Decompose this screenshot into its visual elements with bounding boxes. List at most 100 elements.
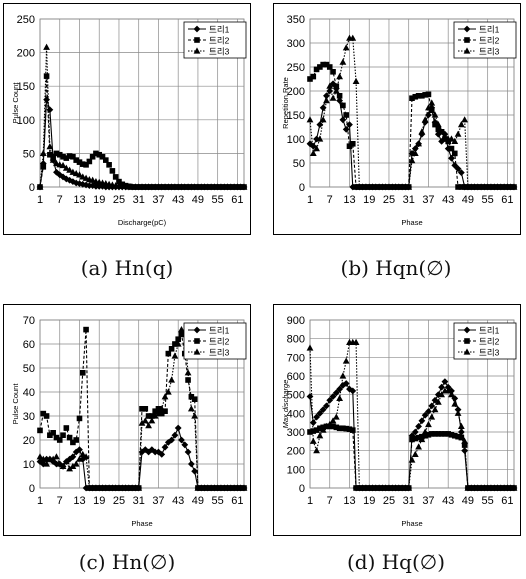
data-point bbox=[409, 436, 415, 443]
data-point bbox=[96, 151, 103, 158]
x-tick-label: 13 bbox=[73, 194, 85, 206]
data-point bbox=[326, 420, 334, 428]
x-tick-label: 61 bbox=[231, 194, 243, 206]
data-point bbox=[346, 385, 353, 393]
data-point bbox=[448, 391, 455, 398]
legend-label: 트리2 bbox=[479, 36, 500, 46]
data-point bbox=[62, 164, 70, 171]
x-tick-label: 43 bbox=[172, 495, 184, 507]
caption-d: (d) Hq(∅) bbox=[346, 550, 446, 574]
y-tick-label: 10 bbox=[23, 459, 35, 471]
legend-label: 트리3 bbox=[479, 348, 500, 358]
data-point bbox=[415, 140, 422, 147]
data-point bbox=[72, 179, 80, 187]
data-point bbox=[47, 151, 53, 158]
series-line bbox=[309, 64, 514, 188]
data-point bbox=[353, 485, 359, 491]
legend-marker bbox=[194, 338, 200, 344]
data-point bbox=[336, 97, 344, 104]
data-point bbox=[306, 344, 314, 351]
data-point bbox=[419, 93, 425, 99]
data-point bbox=[432, 121, 438, 128]
x-tick-label: 7 bbox=[57, 194, 63, 206]
data-point bbox=[116, 178, 122, 185]
data-point bbox=[346, 121, 353, 128]
data-point bbox=[158, 405, 166, 412]
legend-label: 트리3 bbox=[209, 47, 230, 57]
data-point bbox=[76, 446, 83, 453]
data-point bbox=[191, 467, 199, 475]
data-point bbox=[76, 455, 83, 462]
y-tick-label: 700 bbox=[287, 352, 305, 364]
data-point bbox=[60, 153, 66, 160]
data-point bbox=[187, 405, 195, 412]
x-tick-label: 13 bbox=[343, 194, 355, 206]
data-point bbox=[457, 169, 465, 176]
series-3 bbox=[36, 326, 248, 491]
y-tick-label: 800 bbox=[287, 334, 305, 346]
data-point bbox=[323, 402, 330, 410]
data-point bbox=[148, 417, 156, 424]
y-tick-label: 350 bbox=[287, 14, 305, 26]
data-point bbox=[339, 58, 347, 65]
data-point bbox=[411, 428, 419, 436]
data-point bbox=[408, 157, 416, 164]
x-tick-label: 19 bbox=[363, 194, 375, 206]
data-point bbox=[39, 160, 47, 167]
data-point bbox=[168, 376, 176, 383]
chart-panel-c: 0 10 20 30 40 50 60 70 1 7 13 19 25 31 37 43 49 55 61 Pulse… bbox=[3, 304, 251, 536]
legend-label: 트리1 bbox=[479, 326, 500, 336]
x-axis-label: Phase bbox=[401, 218, 422, 227]
x-tick-label: 43 bbox=[172, 194, 184, 206]
x-tick-label: 49 bbox=[462, 194, 474, 206]
legend-label: 트리3 bbox=[479, 47, 500, 57]
data-point bbox=[313, 447, 320, 454]
data-point bbox=[461, 437, 469, 444]
data-point bbox=[428, 413, 436, 420]
data-point bbox=[83, 326, 89, 333]
data-point bbox=[435, 126, 442, 133]
data-point bbox=[309, 142, 317, 150]
chart-panel-a: 0 50 100 150 200 250 1 7 13 19 25 31 37 43 49 55 61 Pulse… bbox=[3, 3, 251, 235]
x-tick-label: 31 bbox=[133, 194, 145, 206]
y-tick-label: 600 bbox=[287, 371, 305, 383]
data-point bbox=[63, 425, 70, 431]
data-point bbox=[39, 455, 47, 462]
y-tick-label: 60 bbox=[23, 339, 35, 351]
data-point bbox=[152, 408, 158, 414]
y-tick-label: 30 bbox=[23, 411, 35, 423]
data-point bbox=[317, 425, 323, 432]
chart-c: 0 10 20 30 40 50 60 70 1 7 13 19 25 31 37 43 49 55 61 Pulse… bbox=[11, 315, 248, 528]
data-point bbox=[422, 92, 428, 98]
y-tick-label: 20 bbox=[23, 435, 35, 447]
data-point bbox=[415, 443, 422, 450]
data-point bbox=[431, 406, 439, 413]
data-point bbox=[79, 161, 86, 167]
data-point bbox=[142, 406, 149, 412]
data-point bbox=[444, 383, 452, 391]
data-point bbox=[336, 73, 344, 80]
data-point bbox=[343, 112, 349, 118]
data-point bbox=[39, 149, 47, 156]
y-tick-label: 0 bbox=[299, 483, 305, 495]
chart-b: 0 50 100 150 200 250 300 350 1 7 13 19 25 31 37 43 49 55 6… bbox=[281, 14, 518, 227]
x-tick-label: 61 bbox=[501, 194, 513, 206]
data-point bbox=[89, 153, 96, 160]
data-point bbox=[161, 443, 169, 451]
data-point bbox=[191, 412, 199, 419]
data-point bbox=[60, 432, 66, 438]
data-point bbox=[425, 420, 432, 428]
data-point bbox=[457, 428, 465, 436]
data-point bbox=[70, 439, 76, 446]
y-tick-label: 300 bbox=[287, 38, 305, 50]
data-point bbox=[441, 133, 449, 140]
x-tick-label: 19 bbox=[93, 495, 105, 507]
data-point bbox=[330, 423, 336, 430]
data-point bbox=[59, 161, 67, 169]
data-point bbox=[340, 102, 346, 109]
data-point bbox=[451, 150, 458, 157]
x-axis-label: Phase bbox=[401, 519, 422, 528]
legend-label: 트리3 bbox=[209, 348, 230, 358]
data-point bbox=[332, 413, 340, 420]
legend-marker bbox=[194, 37, 200, 43]
